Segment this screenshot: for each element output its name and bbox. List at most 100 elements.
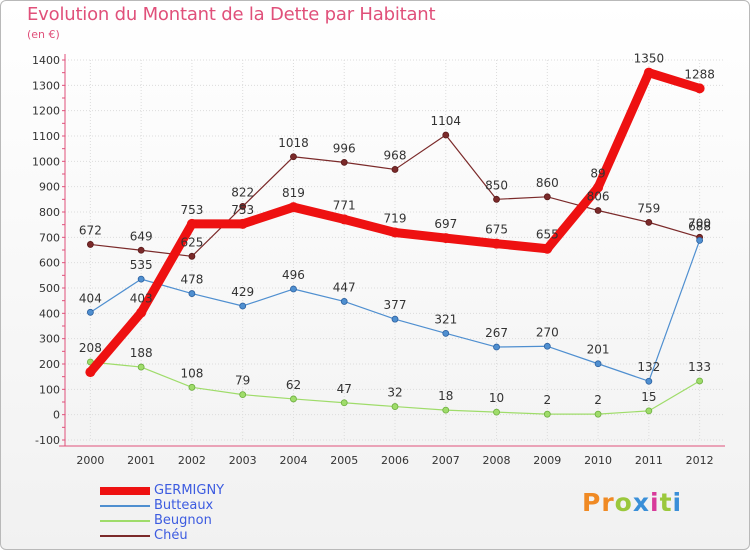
- y-tick-label: 0: [53, 409, 60, 422]
- y-tick-label: 100: [39, 383, 60, 396]
- data-point-butteaux: [340, 298, 348, 305]
- data-point-germigny: [593, 182, 604, 193]
- data-point-butteaux: [442, 329, 450, 337]
- y-tick-label: 800: [39, 206, 60, 219]
- x-tick-label: 2008: [483, 454, 511, 467]
- data-point-germigny: [440, 233, 451, 244]
- y-tick-label: 1300: [32, 79, 60, 92]
- data-label-germigny: 697: [434, 217, 457, 231]
- brand-letter: x: [632, 488, 650, 517]
- data-label-ch-u: 860: [536, 176, 559, 190]
- y-tick-label: 300: [39, 333, 60, 346]
- data-point-butteaux: [391, 315, 399, 323]
- data-point-butteaux: [493, 343, 500, 351]
- y-tick-label: 700: [39, 231, 60, 244]
- data-label-germigny: 771: [333, 198, 356, 212]
- data-label-beugnon: 10: [489, 391, 504, 405]
- data-label-germigny: 89: [590, 166, 605, 180]
- data-point-beugnon: [188, 383, 196, 391]
- data-point-butteaux: [188, 290, 196, 297]
- data-label-beugnon: 62: [286, 378, 301, 392]
- data-point-beugnon: [239, 391, 247, 399]
- data-point-germigny: [542, 243, 553, 254]
- data-point-ch-u: [340, 158, 348, 166]
- data-label-germigny: 719: [384, 212, 407, 226]
- data-label-butteaux: 201: [587, 343, 610, 357]
- data-label-butteaux: 478: [180, 273, 203, 287]
- data-label-germigny: 819: [282, 186, 305, 200]
- y-tick-label: 400: [39, 307, 60, 320]
- data-point-ch-u: [86, 241, 94, 248]
- x-tick-label: 2002: [178, 454, 206, 467]
- data-point-ch-u: [188, 252, 196, 260]
- data-point-butteaux: [543, 342, 551, 350]
- brand-letter: P: [582, 488, 602, 517]
- data-label-ch-u: 1018: [278, 136, 309, 150]
- data-point-germigny: [288, 202, 299, 213]
- x-tick-label: 2001: [127, 454, 155, 467]
- data-label-beugnon: 47: [337, 382, 352, 396]
- chart-subtitle: (en €): [27, 28, 60, 41]
- data-point-beugnon: [594, 410, 602, 418]
- x-tick-label: 2006: [381, 454, 409, 467]
- legend-label-beugnon: Beugnon: [154, 513, 212, 528]
- brand-letter: i: [650, 488, 660, 517]
- data-point-germigny: [491, 238, 502, 249]
- data-label-butteaux: 321: [434, 312, 457, 326]
- data-label-germigny: 1288: [684, 67, 715, 81]
- data-label-butteaux: 688: [688, 219, 711, 233]
- data-point-germigny: [186, 218, 197, 229]
- x-tick-label: 2004: [279, 454, 307, 467]
- data-point-butteaux: [137, 275, 145, 283]
- data-label-butteaux: 377: [384, 298, 407, 312]
- data-point-butteaux: [696, 236, 704, 244]
- data-label-ch-u: 850: [485, 178, 508, 192]
- data-point-beugnon: [645, 407, 653, 415]
- data-point-butteaux: [86, 308, 94, 316]
- data-point-beugnon: [137, 363, 145, 371]
- data-label-butteaux: 429: [231, 285, 254, 299]
- data-point-ch-u: [290, 153, 297, 161]
- data-point-germigny: [85, 367, 96, 378]
- legend-label-butteaux: Butteaux: [154, 498, 214, 513]
- data-label-ch-u: 996: [333, 141, 356, 155]
- data-label-ch-u: 759: [637, 201, 660, 215]
- data-label-beugnon: 2: [594, 393, 602, 407]
- data-point-butteaux: [290, 285, 297, 293]
- data-label-germigny: 403: [130, 292, 153, 306]
- legend-label-cheu: Chéu: [154, 528, 188, 543]
- chart-title: Evolution du Montant de la Dette par Hab…: [27, 4, 436, 25]
- data-point-beugnon: [340, 399, 348, 407]
- data-point-germigny: [643, 67, 654, 78]
- x-tick-label: 2007: [432, 454, 460, 467]
- data-label-beugnon: 208: [79, 341, 102, 355]
- y-tick-label: -100: [35, 434, 60, 447]
- data-point-ch-u: [594, 207, 602, 214]
- data-label-ch-u: 968: [384, 148, 407, 162]
- y-tick-label: 1400: [32, 54, 60, 67]
- data-point-beugnon: [543, 410, 551, 418]
- data-point-ch-u: [391, 166, 399, 173]
- data-label-ch-u: 1104: [430, 114, 461, 128]
- x-tick-label: 2011: [635, 454, 663, 467]
- data-point-butteaux: [645, 377, 653, 385]
- data-point-ch-u: [239, 203, 247, 210]
- proxiti-logo[interactable]: Proxiti: [582, 488, 682, 517]
- brand-letter: r: [601, 488, 615, 517]
- data-label-beugnon: 108: [180, 366, 203, 380]
- data-point-ch-u: [137, 246, 145, 254]
- data-label-beugnon: 18: [438, 389, 453, 403]
- y-tick-label: 1000: [32, 155, 60, 168]
- y-tick-label: 600: [39, 257, 60, 270]
- data-point-ch-u: [442, 131, 450, 139]
- y-tick-label: 1200: [32, 105, 60, 118]
- data-label-butteaux: 404: [79, 291, 102, 305]
- x-tick-label: 2003: [229, 454, 257, 467]
- data-label-butteaux: 535: [130, 258, 153, 272]
- x-tick-label: 2000: [76, 454, 104, 467]
- data-point-beugnon: [696, 377, 704, 385]
- data-point-ch-u: [543, 193, 551, 201]
- x-tick-label: 2009: [533, 454, 561, 467]
